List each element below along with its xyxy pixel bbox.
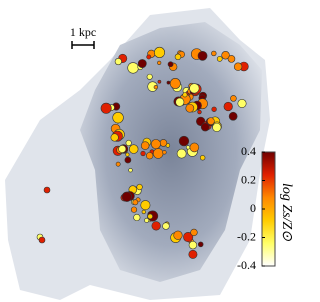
cluster [146,73,153,80]
galaxy-body [80,22,262,282]
cluster [197,109,202,115]
cluster [133,213,141,222]
cluster [237,98,247,108]
cluster [216,56,223,62]
cluster [190,228,198,237]
cluster [185,145,191,150]
cluster [174,53,182,61]
colorbar-tick-label: 0.2 [241,172,256,186]
cluster [151,221,161,231]
cluster [132,199,139,206]
cluster [189,142,200,153]
cluster [178,135,190,147]
cluster [233,62,243,71]
cluster [166,80,171,85]
cluster [199,155,206,161]
cluster [189,83,200,94]
cluster [43,186,51,194]
cluster [157,60,162,65]
cluster [125,139,132,147]
cluster [197,50,208,61]
cluster [38,236,46,244]
cluster [140,150,146,157]
colorbar-tick-label: 0.4 [241,144,256,158]
colorbar-tick-label: -0.4 [237,258,256,272]
cluster [169,78,181,89]
star-clusters [36,46,249,259]
cluster [230,95,237,102]
cluster [125,152,130,157]
cluster [200,122,210,132]
cluster [124,156,132,164]
cluster [100,102,112,114]
colorbar-label: log Zs/Z⊙ [279,183,294,241]
cluster [140,141,150,150]
colorbar-tick-label: -0.2 [237,229,256,243]
cluster [185,103,195,113]
cluster [188,240,198,250]
cluster [112,112,124,124]
cluster [175,97,185,107]
cluster [221,51,230,60]
cluster [188,249,198,259]
cluster [176,148,187,159]
cluster [173,230,183,240]
cluster [227,55,236,63]
cluster [130,206,138,213]
colorbar-tick-label: 0 [250,201,256,215]
cluster [136,183,143,191]
cluster [114,57,122,66]
cluster [212,122,222,132]
cluster [128,168,133,173]
cluster [162,222,170,230]
figure: 1 kpc log Zs/Z⊙ 0.4 0.2 0 -0.2 -0.4 [5,8,294,300]
cluster [182,92,188,98]
cluster [141,209,146,215]
cluster [146,54,152,60]
cluster [159,139,168,147]
scale-bar-label: 1 kpc [70,25,96,39]
cluster [157,79,162,84]
cluster [150,139,161,150]
cluster [110,133,119,142]
cluster [137,59,147,69]
cluster [121,191,132,202]
cluster [129,144,139,154]
cluster [145,152,154,160]
cluster [211,106,217,112]
cluster [147,213,153,220]
cluster [183,232,194,243]
cluster [127,62,139,74]
cluster [211,50,217,57]
cluster [152,148,164,159]
cluster [118,144,127,153]
cluster [228,111,238,121]
cluster [207,117,215,126]
cluster [223,101,233,112]
cluster [115,161,121,167]
cluster [153,85,158,90]
cluster [162,150,167,155]
cluster [197,241,204,248]
cluster [144,217,150,223]
cluster [153,46,166,58]
cluster [167,61,174,68]
cluster [140,200,151,211]
